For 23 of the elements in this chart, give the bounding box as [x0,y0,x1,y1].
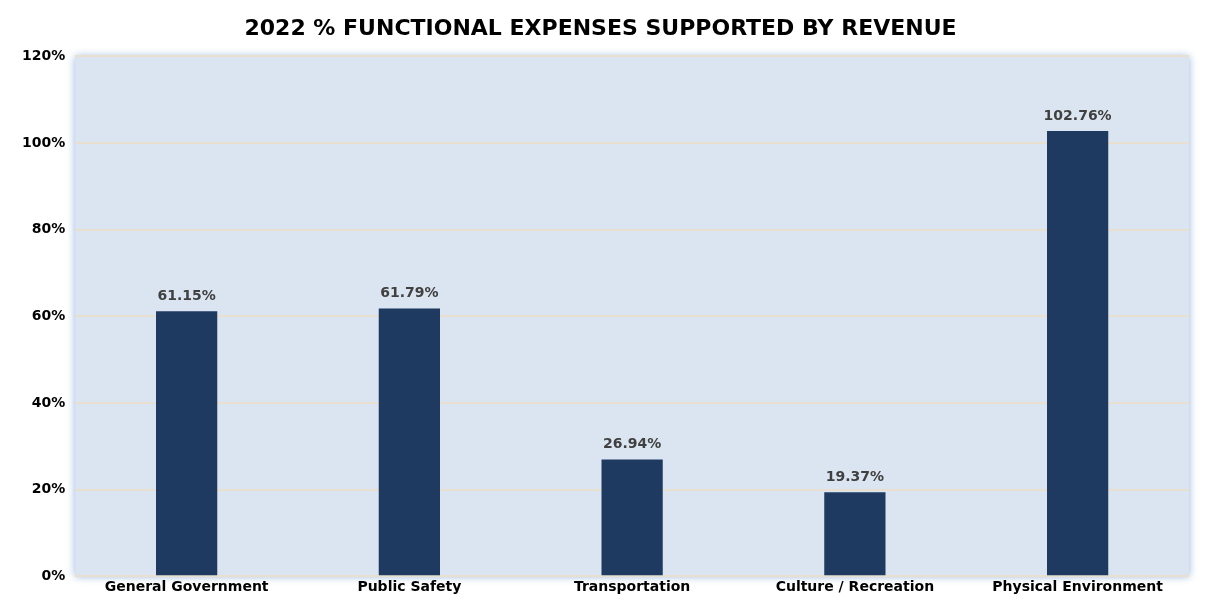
x-tick-label: General Government [104,578,269,595]
data-label: 61.15% [157,286,216,303]
chart-title: 2022 % FUNCTIONAL EXPENSES SUPPORTED BY REVENUE [244,14,957,40]
data-label: 61.79% [380,284,439,301]
y-tick-label: 40% [31,393,66,410]
bar [824,492,886,576]
y-tick-label: 60% [31,306,66,323]
x-tick-label: Culture / Recreation [775,578,935,595]
bar [156,311,218,576]
y-tick-label: 100% [21,133,66,150]
y-tick-label: 80% [31,220,66,237]
x-tick-label: Physical Environment [992,578,1164,595]
bar [378,308,440,576]
y-tick-label: 20% [31,480,66,497]
data-label: 102.76% [1043,106,1112,123]
bar [601,459,663,576]
data-label: 26.94% [602,435,662,452]
data-label: 19.37% [825,467,885,484]
y-tick-label: 0% [41,566,66,583]
x-tick-label: Public Safety [357,578,462,595]
x-tick-label: Transportation [573,578,691,595]
y-tick-label: 120% [21,47,66,64]
bar [1047,131,1109,576]
